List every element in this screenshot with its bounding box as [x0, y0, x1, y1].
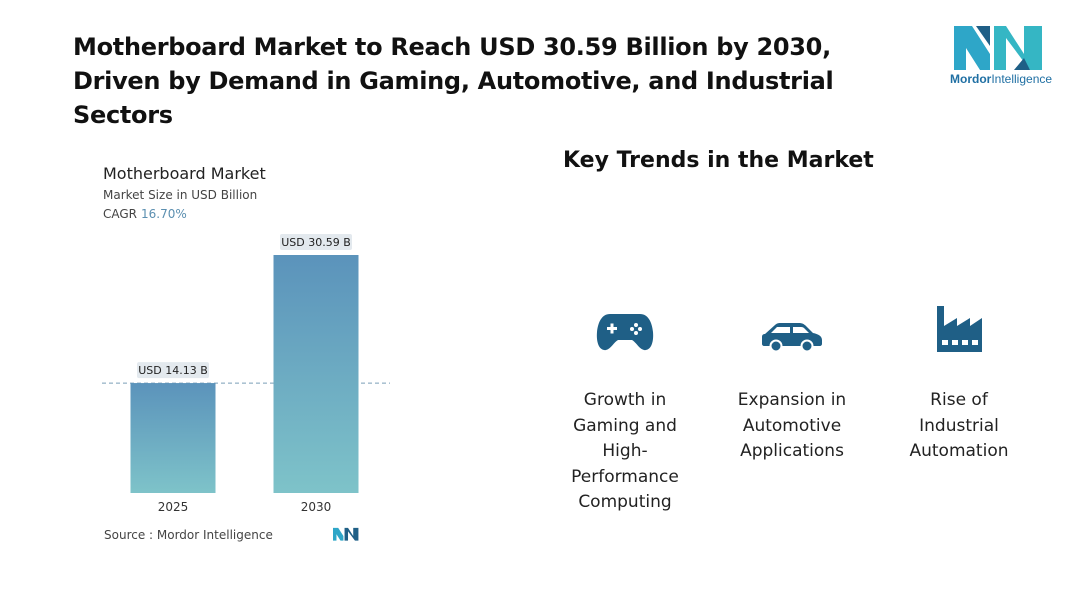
x-tick-2030: 2030	[301, 500, 332, 514]
brand-logo: MordorIntelligence	[950, 24, 1053, 86]
trend-label-automotive: Expansion in Automotive Applications	[737, 390, 847, 461]
factory-icon	[889, 300, 1029, 352]
trends-title: Key Trends in the Market	[563, 148, 874, 173]
trend-item-industrial: Rise of Industrial Automation	[889, 300, 1029, 465]
trend-label-industrial: Rise of Industrial Automation	[909, 390, 1009, 461]
x-tick-2025: 2025	[158, 500, 189, 514]
gamepad-icon	[555, 300, 695, 352]
logo-wordmark: MordorIntelligence	[950, 72, 1053, 86]
bar-2030	[273, 255, 359, 493]
chart-source: Source : Mordor Intelligence	[104, 528, 273, 542]
trend-item-automotive: Expansion in Automotive Applications	[722, 300, 862, 465]
chart-cagr: CAGR 16.70%	[103, 207, 187, 221]
data-label-bg-2025	[137, 362, 209, 379]
source-logo-icon	[333, 527, 359, 541]
trend-label-gaming: Growth in Gaming and High-Performance Co…	[571, 390, 679, 512]
data-label-2025: USD 14.13 B	[138, 364, 208, 377]
chart-title: Motherboard Market	[103, 164, 266, 183]
trend-item-gaming: Growth in Gaming and High-Performance Co…	[555, 300, 695, 516]
data-label-2030: USD 30.59 B	[281, 236, 351, 249]
market-bar-chart: USD 14.13 B 2025 USD 30.59 B 2030	[102, 234, 390, 514]
cagr-value: 16.70%	[141, 207, 187, 221]
cagr-label: CAGR	[103, 207, 138, 221]
chart-subtitle: Market Size in USD Billion	[103, 188, 258, 202]
data-label-bg-2030	[280, 234, 352, 250]
mordor-intelligence-logo-icon	[954, 26, 1042, 70]
page-title: Motherboard Market to Reach USD 30.59 Bi…	[73, 33, 834, 129]
car-icon	[722, 300, 862, 352]
bar-2025	[130, 383, 216, 493]
